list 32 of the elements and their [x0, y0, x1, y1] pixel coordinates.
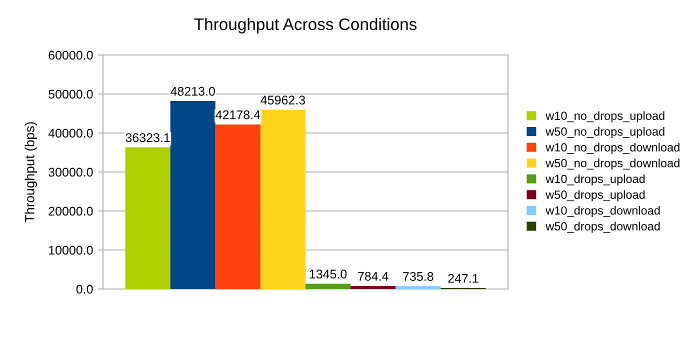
data-label: 45962.3: [260, 96, 306, 104]
bar: [215, 124, 260, 289]
bar: [350, 286, 396, 289]
legend-label: w50_drops_download: [546, 222, 660, 233]
bar: [306, 284, 351, 289]
y-tick-label: 30000.0: [48, 168, 93, 177]
bar: [260, 110, 306, 289]
data-label: 48213.0: [170, 86, 215, 96]
data-label: 36323.1: [126, 133, 170, 142]
bar: [396, 286, 441, 289]
data-label: 735.8: [403, 272, 434, 281]
legend-label: w50_no_drops_upload: [546, 127, 664, 138]
y-tick-label: 40000.0: [48, 128, 93, 138]
y-tick-label: 20000.0: [48, 206, 93, 216]
bar: [170, 100, 216, 289]
legend-label: w10_drops_download: [546, 206, 660, 218]
legend-label: w10_no_drops_upload: [546, 111, 664, 122]
legend-label: w50_no_drops_download: [546, 158, 680, 170]
legend-label: w10_no_drops_download: [546, 142, 680, 154]
data-label: 1345.0: [310, 270, 347, 279]
legend-label: w50_drops_upload: [546, 190, 645, 202]
y-axis-title: Throughput (bps): [24, 122, 37, 222]
y-tick-label: 0.0: [76, 284, 93, 294]
data-label: 42178.4: [216, 110, 260, 120]
bar: [125, 147, 170, 289]
y-tick-label: 10000.0: [49, 246, 93, 255]
legend-label: w10_drops_upload: [546, 174, 645, 186]
chart-title: Throughput Across Conditions: [194, 18, 417, 34]
data-label: 247.1: [448, 274, 478, 283]
y-tick-label: 60000.0: [48, 50, 93, 60]
data-label: 784.4: [358, 272, 388, 281]
y-tick-label: 50000.0: [48, 90, 93, 99]
